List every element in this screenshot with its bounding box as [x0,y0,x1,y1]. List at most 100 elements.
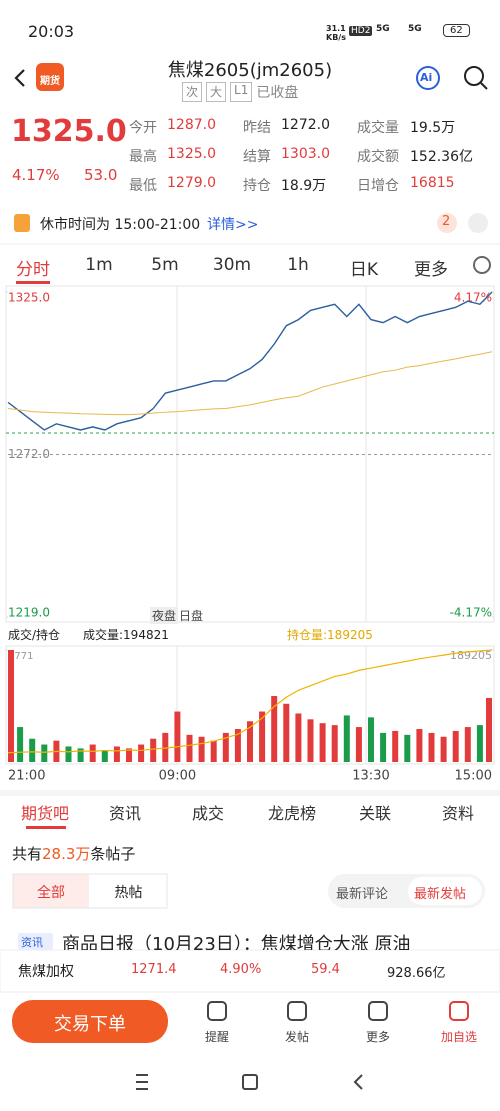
volume-bar [247,721,253,762]
field-value: 1325.0 [167,146,216,162]
period-tab[interactable]: 5m [151,255,179,275]
session-label: 夜盘 [150,607,179,624]
nav-menu[interactable] [136,1074,148,1090]
volume-bar [138,744,145,762]
filter[interactable]: 热帖 [114,885,143,901]
volume-total: 成交量:194821 [83,628,169,642]
net-speed-unit: KB/s [326,33,346,42]
nav-back[interactable] [353,1074,363,1090]
field-label: 最低 [129,178,157,194]
content-tab[interactable]: 关联 [358,804,391,823]
ai-icon[interactable] [416,66,440,90]
period-tab[interactable]: 1h [287,255,309,275]
y-tick-label: 5771 [8,651,33,662]
field-label: 今开 [129,120,157,136]
tab-underline [16,281,50,284]
back-icon[interactable] [14,69,25,87]
volume-bar [440,736,447,762]
field-label: 成交额 [357,149,399,165]
collapse-icon[interactable] [468,213,488,233]
ticker-amount: 928.66亿 [387,966,446,981]
volume-bar [113,746,120,762]
content-tab[interactable]: 资料 [441,804,474,823]
nav-icon [449,1001,469,1021]
change-pct: 4.17% [12,166,60,184]
x-tick-label: 15:00 [455,769,492,784]
title: 焦煤2605(jm2605) [167,60,333,81]
nav-icon [287,1001,307,1021]
tags: 次 大 L1 已收盘 [182,82,298,102]
volume-bar [428,732,435,762]
content-tab[interactable]: 龙虎榜 [267,804,316,823]
market-state[interactable]: 已收盘 [256,85,299,101]
field-label: 昨结 [243,120,271,136]
volume-bar [416,729,423,762]
volume-bar [210,740,217,762]
volume-bar [476,725,483,762]
volume-bar [452,730,459,762]
field-value: 1303.0 [281,146,330,162]
hd-badge: HD2 [349,26,373,36]
period-tab[interactable]: 日K [349,260,379,280]
nav-home[interactable] [242,1074,258,1090]
volume-bar [355,727,362,762]
volume-bar [343,715,350,762]
ticker-bar [0,949,500,993]
battery: 62 [443,24,470,37]
field-value: 1287.0 [167,117,216,133]
field-value: 1272.0 [281,117,330,133]
tag: 大 [206,82,227,102]
x-tick-label: 21:00 [8,769,45,784]
trade-button[interactable]: 交易下单 [54,1014,126,1035]
volume-bar [486,697,492,762]
sort-selected [408,877,482,905]
volume-bar [368,717,374,762]
field-label: 最高 [129,149,157,165]
logo-text: 期货 [40,76,60,87]
y-tick-label: 1219.0 [8,606,50,620]
last-price: 1325.0 [11,114,127,149]
clock: 20:03 [28,22,75,41]
period-tab[interactable]: 更多 [414,260,448,280]
notice-link[interactable]: 详情>> [207,217,259,233]
volume-bar [126,748,132,762]
x-tick-label: 09:00 [159,769,196,784]
nav-label[interactable]: 发帖 [284,1030,309,1044]
volume-bar [380,732,387,762]
x-tick-label: 13:30 [352,769,389,784]
sort[interactable]: 最新评论 [336,887,389,902]
sort[interactable]: 最新发帖 [414,887,467,902]
field-value: 152.36亿 [410,149,473,165]
period-tab[interactable]: 分时 [16,260,50,280]
nav-label[interactable]: 更多 [365,1030,390,1044]
settings-icon[interactable] [473,256,491,274]
y-tick-label: 1325.0 [8,291,50,305]
volume-selector[interactable]: 成交/持仓 [8,628,61,642]
separator [0,790,500,796]
volume-bar [8,650,14,762]
net2: 5G [408,24,422,34]
filter[interactable]: 全部 [37,885,65,901]
app-logo [36,63,64,91]
trade-button-bg [12,1000,168,1043]
content-tab[interactable]: 成交 [191,804,224,823]
period-tab[interactable]: 1m [85,255,113,275]
nav-label[interactable]: 加自选 [440,1030,477,1044]
headline[interactable]: 商品日报（10月23日）：焦煤增仓大涨 原油 [62,934,411,950]
period-tab[interactable]: 30m [212,255,252,275]
nav-label[interactable]: 提醒 [204,1030,229,1044]
tag: 次 [182,82,203,102]
y2-tick-label: -4.17% [450,606,492,620]
volume-bar [150,738,157,762]
volume-bar [307,719,314,762]
content-tab[interactable]: 期货吧 [20,804,69,823]
content-tab[interactable]: 资讯 [108,804,141,823]
net-speed: 31.1 KB/s [326,24,346,42]
tab-underline [26,826,66,829]
search-icon[interactable] [464,66,484,86]
volume-bar [283,703,290,762]
notice-badge [437,213,457,233]
volume-bar [41,744,48,762]
